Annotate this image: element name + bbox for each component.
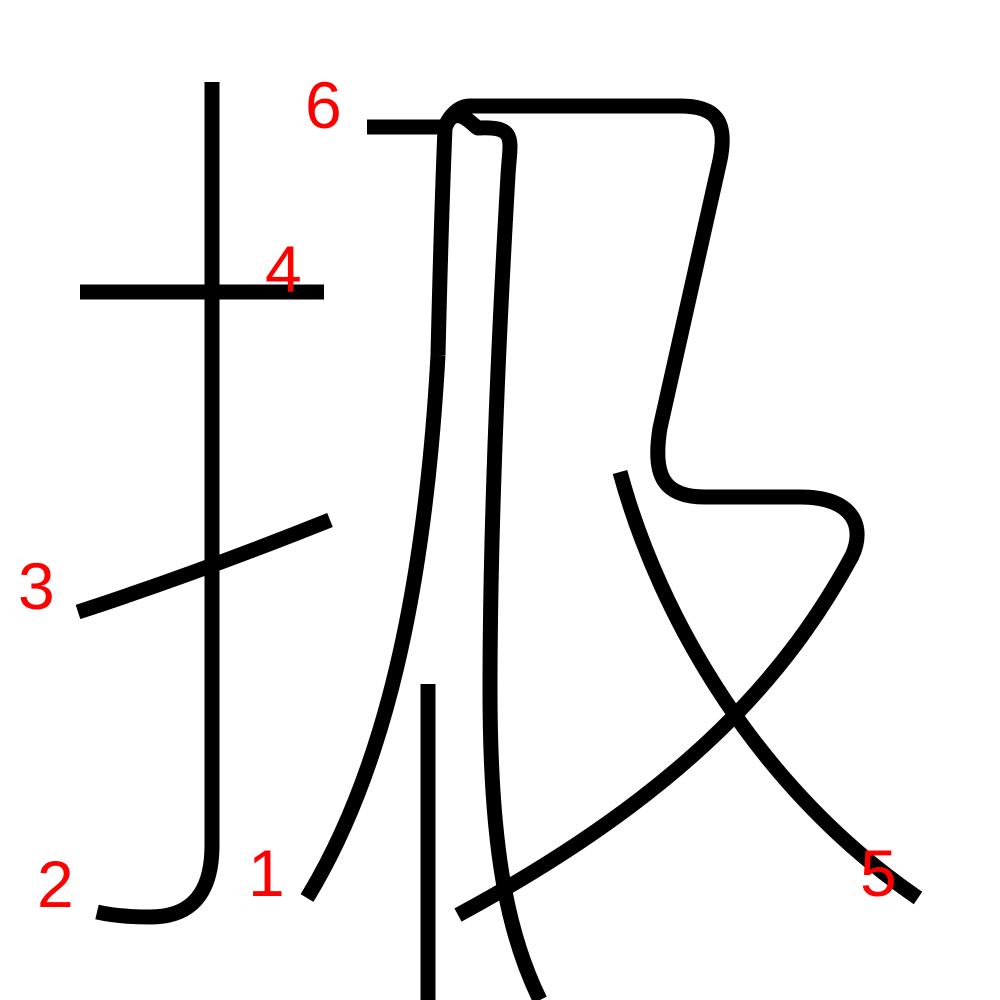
stroke-rising bbox=[75, 513, 333, 620]
stroke-top-bend bbox=[367, 98, 865, 922]
stroke-number-1: 1 bbox=[248, 836, 285, 910]
stroke-long-left-curve bbox=[430, 108, 547, 1000]
stroke-left-vertical-hook bbox=[95, 82, 220, 925]
stroke-number-6: 6 bbox=[305, 68, 342, 142]
character-strokes bbox=[75, 82, 923, 1000]
stroke-number-4: 4 bbox=[265, 232, 302, 306]
stroke-order-labels: 1 2 3 4 5 6 bbox=[18, 68, 897, 921]
stroke-number-5: 5 bbox=[860, 836, 897, 910]
stroke-number-2: 2 bbox=[37, 847, 74, 921]
stroke-number-3: 3 bbox=[18, 549, 55, 623]
stroke-right-sweep bbox=[612, 470, 923, 905]
stroke-left-sweep bbox=[300, 354, 446, 902]
